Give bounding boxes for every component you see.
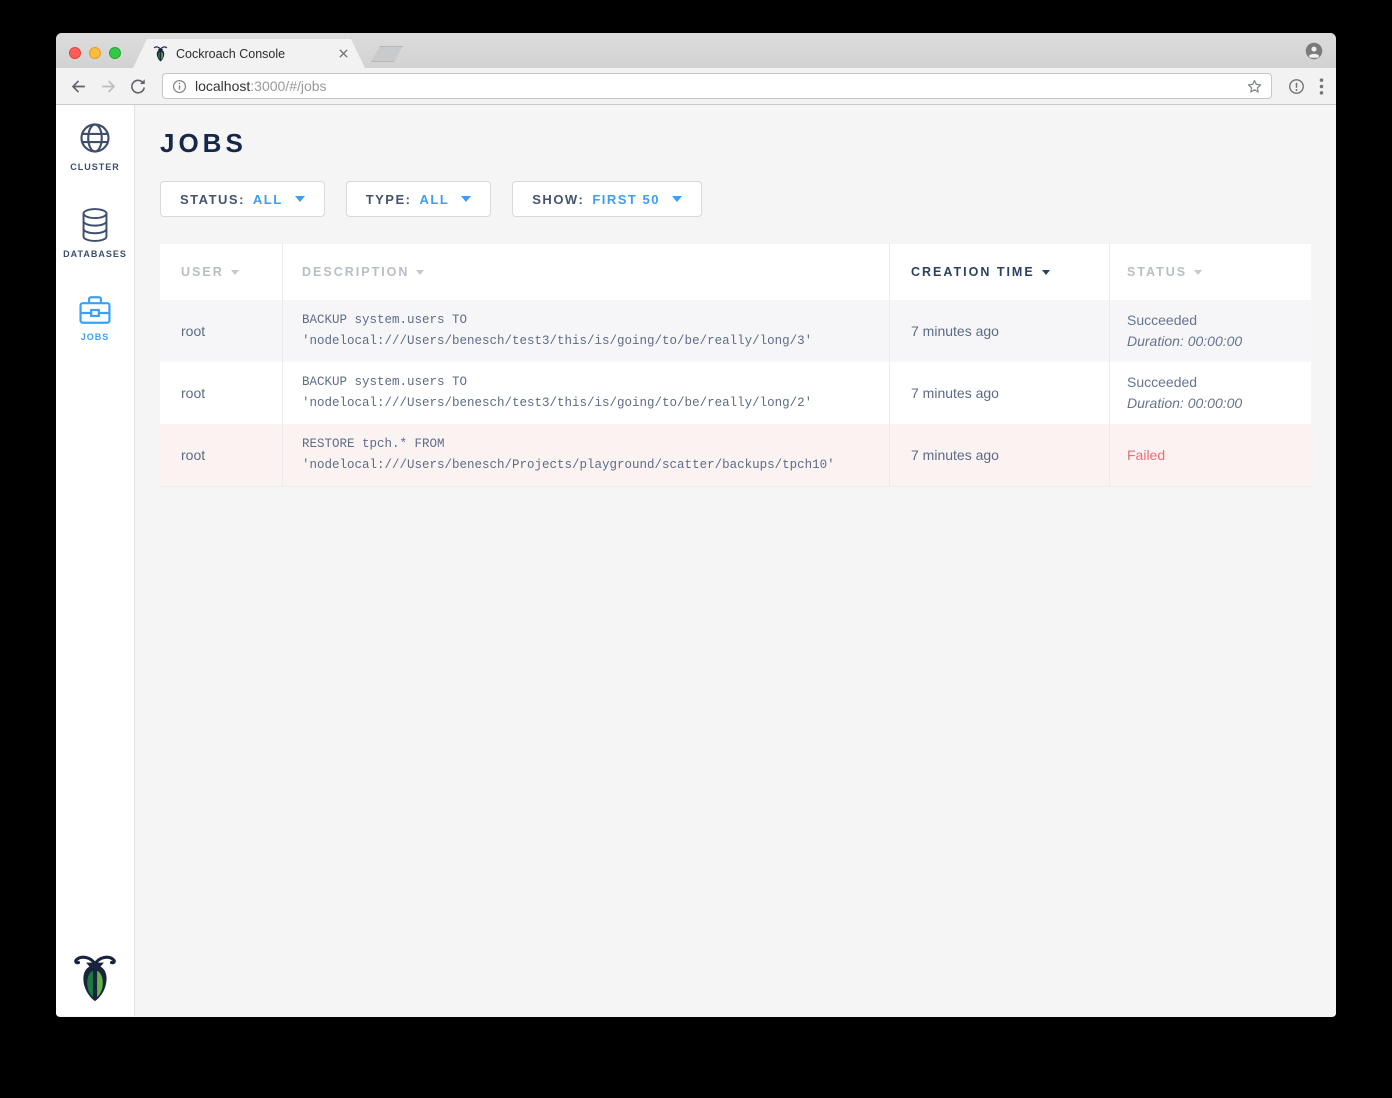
zoom-window-button[interactable]: [109, 47, 121, 59]
status-cell: Succeeded Duration: 00:00:00: [1110, 300, 1311, 362]
column-header-label: CREATION TIME: [911, 265, 1035, 279]
jobs-table: USER DESCRIPTION CREATION TIME STATUS ro…: [160, 244, 1311, 487]
cockroach-logo: [73, 952, 117, 1002]
status-duration: Duration: 00:00:00: [1127, 333, 1243, 349]
table-row: root BACKUP system.users TO 'nodelocal:/…: [160, 362, 1311, 424]
status-cell: Succeeded Duration: 00:00:00: [1110, 362, 1311, 424]
traffic-lights: [69, 47, 121, 59]
extension-icon[interactable]: [1288, 78, 1305, 95]
show-filter-dropdown[interactable]: SHOW: FIRST 50: [512, 181, 702, 217]
address-bar[interactable]: localhost:3000/#/jobs: [162, 73, 1272, 99]
job-statement-line2: 'nodelocal:///Users/benesch/test3/this/i…: [302, 334, 813, 348]
new-tab-button[interactable]: [371, 46, 403, 62]
close-window-button[interactable]: [69, 47, 81, 59]
back-button[interactable]: [66, 74, 90, 98]
description-cell: RESTORE tpch.* FROM 'nodelocal:///Users/…: [283, 424, 890, 486]
reload-button[interactable]: [126, 74, 150, 98]
globe-icon: [77, 120, 113, 156]
creation-time-cell: 7 minutes ago: [890, 362, 1110, 424]
status-cell: Failed: [1110, 424, 1311, 486]
chevron-down-icon: [461, 196, 472, 202]
browser-tab[interactable]: Cockroach Console: [133, 39, 365, 68]
profile-avatar-icon[interactable]: [1305, 42, 1323, 60]
table-row: root RESTORE tpch.* FROM 'nodelocal:///U…: [160, 424, 1311, 486]
job-statement-line1: RESTORE tpch.* FROM: [302, 437, 445, 451]
column-header-description[interactable]: DESCRIPTION: [283, 244, 890, 300]
url-host: localhost: [195, 78, 251, 94]
sidebar-item-label: JOBS: [80, 332, 110, 342]
chevron-down-icon: [671, 196, 682, 202]
tab-title: Cockroach Console: [176, 46, 286, 61]
sidebar-item-cluster[interactable]: CLUSTER: [56, 105, 134, 172]
tab-close-icon[interactable]: [335, 46, 351, 62]
status-badge: Succeeded: [1127, 374, 1198, 390]
sidebar-nav: CLUSTER DATABASES: [56, 105, 135, 1016]
jobs-page: JOBS STATUS: ALL TYPE: ALL SHOW: FIRST 5…: [135, 105, 1336, 1016]
status-badge: Succeeded: [1127, 312, 1198, 328]
briefcase-icon: [78, 294, 112, 326]
column-header-label: USER: [181, 265, 224, 279]
status-filter-dropdown[interactable]: STATUS: ALL: [160, 181, 325, 217]
column-header-status[interactable]: STATUS: [1110, 244, 1311, 300]
table-row: root BACKUP system.users TO 'nodelocal:/…: [160, 300, 1311, 362]
user-cell: root: [160, 424, 283, 486]
job-statement-line1: BACKUP system.users TO: [302, 375, 468, 389]
filter-label: SHOW:: [532, 191, 585, 207]
sidebar-item-jobs[interactable]: JOBS: [56, 279, 134, 342]
column-header-creation-time[interactable]: CREATION TIME: [890, 244, 1110, 300]
column-header-label: DESCRIPTION: [302, 265, 410, 279]
job-statement-line2: 'nodelocal:///Users/benesch/Projects/pla…: [302, 458, 835, 472]
sidebar-item-label: DATABASES: [63, 249, 127, 259]
user-cell: root: [160, 362, 283, 424]
status-duration: Duration: 00:00:00: [1127, 395, 1243, 411]
column-header-user[interactable]: USER: [160, 244, 283, 300]
toolbar-right: [1288, 77, 1324, 95]
url-path: :3000/#/jobs: [250, 78, 327, 94]
filter-label: STATUS:: [180, 191, 245, 207]
sort-arrow-icon: [416, 269, 425, 275]
url-text[interactable]: localhost:3000/#/jobs: [195, 78, 1246, 94]
sidebar-item-label: CLUSTER: [70, 162, 120, 172]
sort-arrow-icon: [1041, 269, 1050, 275]
tab-strip: Cockroach Console: [56, 33, 1336, 68]
database-icon: [78, 207, 112, 243]
sidebar-item-databases[interactable]: DATABASES: [56, 192, 134, 259]
filter-bar: STATUS: ALL TYPE: ALL SHOW: FIRST 50: [160, 181, 1336, 217]
user-cell: root: [160, 300, 283, 362]
filter-value: ALL: [252, 191, 283, 207]
filter-label: TYPE:: [365, 191, 412, 207]
table-header-row: USER DESCRIPTION CREATION TIME STATUS: [160, 244, 1311, 300]
page-info-icon[interactable]: [172, 79, 187, 94]
job-statement-line1: BACKUP system.users TO: [302, 313, 468, 327]
minimize-window-button[interactable]: [89, 47, 101, 59]
table-body: root BACKUP system.users TO 'nodelocal:/…: [160, 300, 1311, 486]
creation-time-cell: 7 minutes ago: [890, 300, 1110, 362]
job-statement-line2: 'nodelocal:///Users/benesch/test3/this/i…: [302, 396, 813, 410]
browser-window: Cockroach Console: [56, 33, 1336, 1017]
creation-time-cell: 7 minutes ago: [890, 424, 1110, 486]
column-header-label: STATUS: [1127, 265, 1188, 279]
forward-button[interactable]: [96, 74, 120, 98]
filter-value: ALL: [419, 191, 450, 207]
filter-value: FIRST 50: [592, 191, 660, 207]
menu-kebab-icon[interactable]: [1319, 77, 1324, 95]
favicon-cockroach-icon: [153, 45, 168, 62]
sort-arrow-icon: [230, 269, 239, 275]
sort-arrow-icon: [1194, 269, 1203, 275]
type-filter-dropdown[interactable]: TYPE: ALL: [345, 181, 492, 217]
cockroach-console-app: CLUSTER DATABASES: [56, 105, 1336, 1016]
chevron-down-icon: [294, 196, 305, 202]
bookmark-star-icon[interactable]: [1246, 78, 1263, 95]
description-cell: BACKUP system.users TO 'nodelocal:///Use…: [283, 362, 890, 424]
status-badge: Failed: [1127, 446, 1166, 463]
browser-toolbar: localhost:3000/#/jobs: [56, 68, 1336, 105]
page-title: JOBS: [160, 128, 247, 158]
description-cell: BACKUP system.users TO 'nodelocal:///Use…: [283, 300, 890, 362]
